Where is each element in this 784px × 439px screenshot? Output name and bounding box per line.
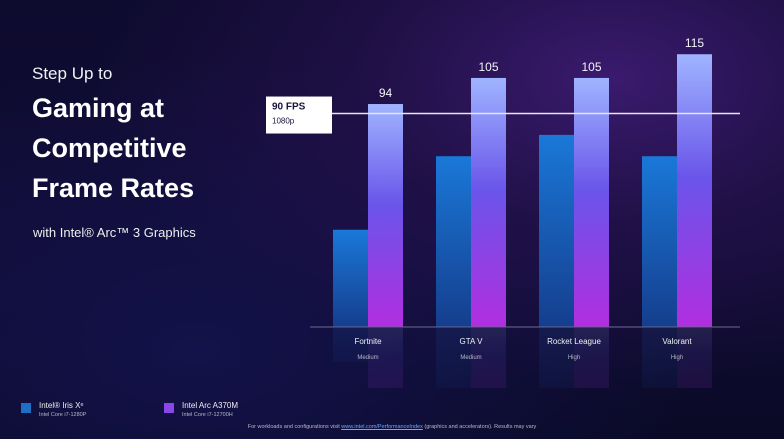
headline-line-3: Frame Rates — [32, 173, 195, 203]
legend-label-iris: Intel® Iris Xᵉ — [39, 401, 84, 410]
bar-iris-rocket-league — [539, 134, 574, 327]
headline: Step Up to Gaming at Competitive Frame R… — [32, 64, 272, 208]
headline-subline: with Intel® Arc™ 3 Graphics — [33, 225, 196, 240]
headline-kicker: Step Up to — [32, 64, 113, 83]
bar-reflection — [368, 328, 403, 388]
category-sublabel: Medium — [357, 355, 378, 361]
legend-swatch-arc — [164, 403, 174, 413]
category-label: GTA V — [460, 337, 484, 346]
legend-swatch-iris — [21, 403, 31, 413]
headline-line-1: Gaming at — [32, 93, 165, 123]
reference-label: 90 FPS — [272, 102, 306, 113]
performance-index-link[interactable]: www.intel.com/PerformanceIndex — [341, 424, 423, 430]
category-label: Valorant — [662, 337, 692, 346]
bar-reflection — [333, 328, 368, 363]
footnote-post: (graphics and accelerators). Results may… — [422, 424, 537, 430]
value-label: 105 — [581, 60, 601, 74]
bar-arc-fortnite — [368, 104, 403, 327]
category-sublabel: High — [568, 355, 580, 361]
legend-sub-arc: Intel Core i7-12700H — [182, 412, 233, 418]
bar-reflection — [471, 328, 506, 388]
value-label: 94 — [379, 86, 393, 100]
reference-sublabel: 1080p — [272, 117, 295, 126]
bar-arc-gta-v — [471, 77, 506, 328]
category-label: Fortnite — [354, 337, 382, 346]
bar-iris-gta-v — [436, 156, 471, 327]
reference-label-box — [266, 96, 332, 134]
value-label: 105 — [478, 60, 498, 74]
legend-item-arc: Intel Arc A370M Intel Core i7-12700H — [164, 401, 238, 419]
category-sublabel: Medium — [460, 355, 481, 361]
bar-reflection — [436, 328, 471, 388]
value-label: 115 — [685, 36, 704, 50]
category-sublabel: High — [671, 355, 683, 361]
legend-sub-iris: Intel Core i7-1280P — [39, 412, 87, 418]
bar-arc-valorant — [677, 54, 712, 327]
legend-label-arc: Intel Arc A370M — [182, 401, 239, 410]
bar-reflection — [539, 328, 574, 388]
category-label: Rocket League — [547, 337, 601, 346]
bar-reflection — [677, 328, 712, 388]
bar-reflection — [642, 328, 677, 388]
legend-item-iris: Intel® Iris Xᵉ Intel Core i7-1280P — [21, 401, 86, 419]
bar-arc-rocket-league — [574, 77, 609, 328]
bar-iris-valorant — [642, 156, 677, 327]
headline-title: Gaming at Competitive Frame Rates — [32, 88, 272, 208]
bar-reflection — [574, 328, 609, 388]
footnote: For workloads and configurations visit w… — [0, 424, 784, 430]
reference-line: 90 FPS 1080p — [266, 96, 740, 134]
headline-line-2: Competitive — [32, 133, 187, 163]
footnote-pre: For workloads and configurations visit — [247, 424, 342, 430]
bar-iris-fortnite — [333, 229, 368, 327]
